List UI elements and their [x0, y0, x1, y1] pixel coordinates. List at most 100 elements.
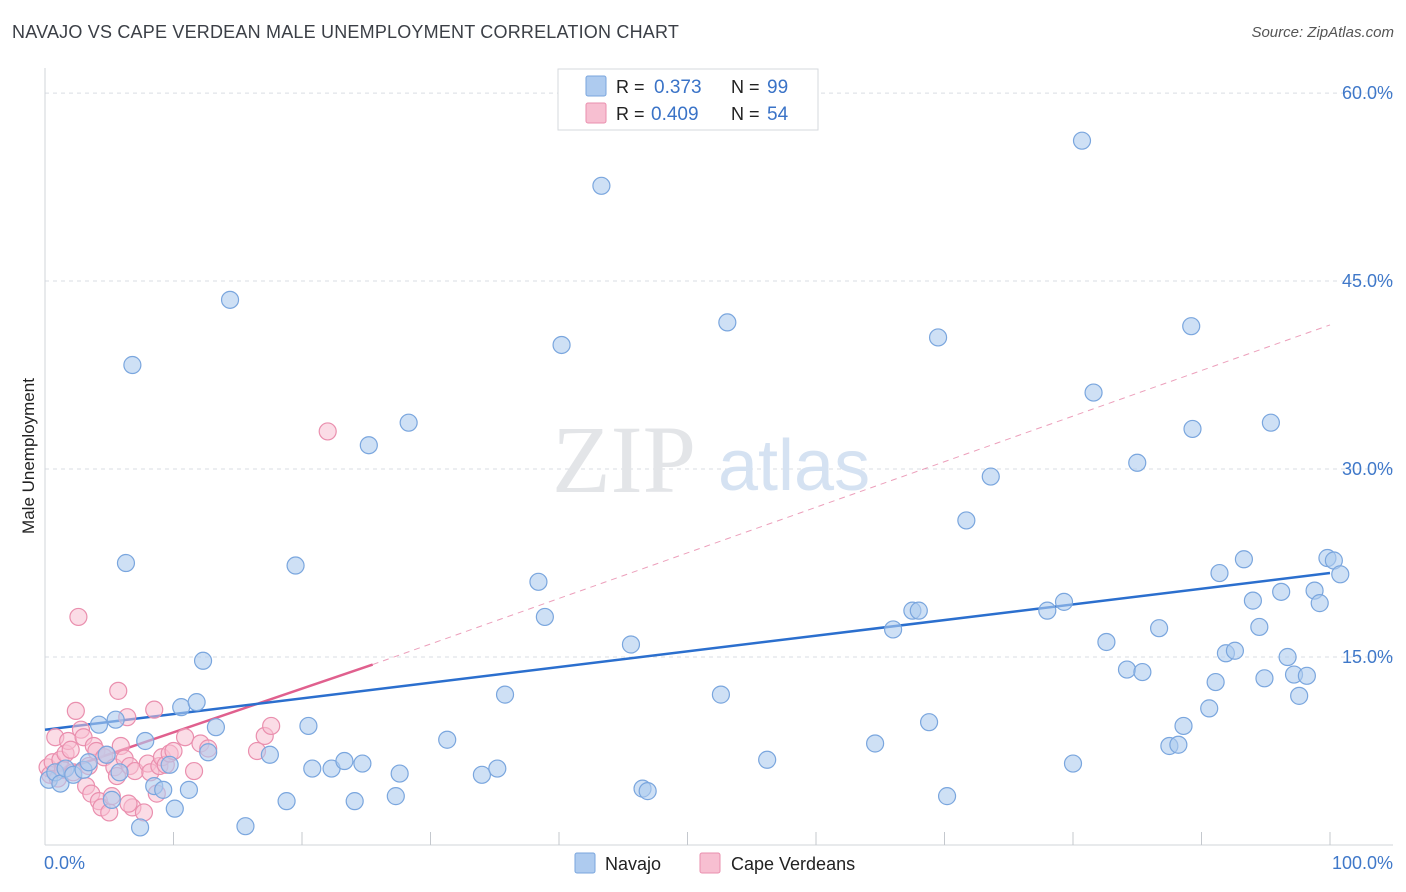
navajo-point-31	[299, 716, 318, 736]
navajo-point-14	[130, 818, 150, 837]
source-label: Source: ZipAtlas.com	[1251, 24, 1394, 41]
navajo-point-41	[438, 730, 457, 749]
navajo-point-40	[399, 413, 418, 432]
x-tick-label-max: 100.0%	[1332, 853, 1393, 873]
cape-point-35	[134, 803, 154, 822]
navajo-point-63	[981, 467, 1000, 486]
axes	[44, 68, 1393, 846]
navajo-point-43	[488, 759, 507, 778]
legend-bottom-navajo-label: Navajo	[605, 854, 661, 874]
navajo-point-38	[386, 787, 405, 806]
legend-bottom-navajo-swatch	[574, 852, 596, 874]
cape-point-9	[61, 740, 80, 759]
cape-point-28	[109, 681, 128, 700]
navajo-point-35	[345, 792, 364, 811]
navajo-point-52	[711, 685, 731, 704]
cape-point-53	[119, 794, 138, 813]
navajo-point-68	[1084, 383, 1103, 402]
navajo-point-79	[1200, 699, 1219, 718]
navajo-point-30	[286, 556, 305, 575]
navajo-point-80	[1206, 672, 1225, 692]
legend-navajo-n-label: N =	[731, 77, 760, 97]
navajo-point-13	[123, 355, 142, 375]
cape-point-52	[318, 422, 337, 441]
navajo-point-75	[1169, 735, 1188, 754]
cape-point-46	[184, 761, 204, 781]
navajo-point-47	[552, 335, 571, 355]
navajo-point-77	[1182, 317, 1201, 336]
navajo-point-44	[495, 685, 515, 704]
y-axis-label: Male Unemployment	[19, 378, 38, 534]
navajo-point-53	[718, 313, 737, 332]
navajo-point-7	[89, 715, 109, 734]
navajo-point-93	[1297, 666, 1316, 685]
navajo-point-28	[260, 745, 279, 764]
navajo-point-55	[866, 734, 885, 753]
navajo-point-89	[1272, 582, 1291, 601]
navajo-point-23	[193, 651, 213, 670]
trend-lines	[44, 324, 1331, 778]
navajo-point-73	[1149, 619, 1169, 638]
navajo-point-12	[116, 553, 136, 573]
navajo-point-51	[638, 782, 657, 801]
legend-cape-n-label: N =	[731, 104, 760, 124]
navajo-point-39	[390, 764, 409, 783]
navajo-point-24	[199, 743, 218, 762]
watermark-atlas: atlas	[718, 426, 870, 506]
navajo-point-67	[1072, 131, 1092, 150]
navajo-point-98	[1331, 565, 1350, 584]
navajo-point-95	[1310, 594, 1329, 613]
navajo-point-21	[179, 780, 199, 799]
cape-point-12	[69, 607, 88, 627]
legend-bottom-cape-label: Cape Verdeans	[731, 854, 855, 874]
navajo-point-87	[1255, 669, 1274, 688]
navajo-point-81	[1210, 563, 1229, 583]
y-tick-label-30: 30.0%	[1342, 459, 1393, 479]
navajo-point-18	[160, 755, 179, 774]
navajo-point-72	[1133, 662, 1152, 682]
navajo-point-60	[928, 328, 948, 347]
navajo-point-11	[110, 763, 129, 782]
navajo-point-65	[1054, 592, 1074, 611]
legend-bottom: Navajo Cape Verdeans	[574, 852, 855, 874]
y-tick-label-45: 45.0%	[1342, 271, 1393, 291]
navajo-point-20	[172, 698, 191, 717]
navajo-point-49	[621, 635, 641, 654]
legend-navajo-swatch	[585, 75, 607, 97]
legend-cape-r-label: R =	[616, 104, 645, 124]
navajo-points	[39, 131, 1350, 837]
y-tick-labels: 15.0% 30.0% 45.0% 60.0%	[1342, 83, 1393, 667]
navajo-point-70	[1117, 660, 1137, 679]
navajo-point-85	[1243, 591, 1263, 610]
navajo-point-42	[472, 765, 491, 784]
navajo-point-61	[937, 787, 957, 806]
navajo-trend-line	[44, 571, 1331, 731]
navajo-point-58	[909, 601, 928, 620]
navajo-point-48	[592, 176, 611, 195]
navajo-point-71	[1128, 453, 1147, 472]
legend-top: R = 0.373 N = 99 R = 0.409 N = 54	[557, 68, 819, 131]
legend-navajo-r-value: 0.373	[654, 77, 702, 98]
gridlines	[45, 92, 1393, 658]
legend-bottom-cape-swatch	[699, 852, 721, 874]
navajo-point-29	[277, 792, 296, 811]
cape-point-51	[262, 716, 281, 736]
navajo-point-76	[1174, 716, 1193, 736]
navajo-point-17	[154, 780, 173, 799]
navajo-point-83	[1225, 641, 1245, 660]
navajo-point-90	[1278, 647, 1297, 667]
watermark: ZIP atlas	[552, 406, 870, 513]
navajo-point-8	[97, 745, 116, 764]
navajo-point-6	[79, 753, 98, 772]
navajo-point-15	[136, 731, 155, 751]
navajo-point-86	[1250, 617, 1269, 637]
navajo-point-46	[535, 607, 554, 627]
watermark-zip: ZIP	[552, 406, 696, 513]
cape-trend-extension	[372, 324, 1331, 666]
navajo-point-37	[359, 436, 378, 455]
navajo-point-26	[220, 290, 240, 309]
navajo-point-64	[1038, 601, 1057, 620]
navajo-point-54	[758, 750, 777, 769]
navajo-point-36	[353, 754, 372, 773]
